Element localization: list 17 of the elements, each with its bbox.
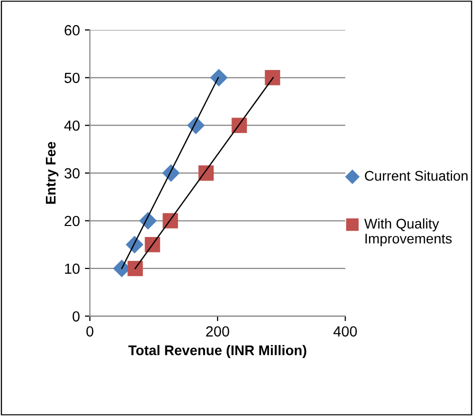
y-tick-label: 30: [64, 168, 80, 178]
x-tick-label: 200: [206, 326, 230, 337]
legend-label: Current Situation: [364, 170, 468, 181]
point: [210, 69, 228, 86]
y-tick-label: 50: [64, 72, 80, 84]
y-tick-label: 0: [72, 311, 80, 322]
y-tick-label: 20: [64, 216, 80, 226]
y-axis-title: Entry Fee: [46, 142, 58, 204]
x-axis-title: Total Revenue (INR Million): [128, 345, 306, 358]
y-tick-label: 40: [64, 120, 80, 131]
y-tick-label: 60: [64, 25, 80, 36]
y-tick-label: 10: [65, 264, 80, 274]
x-tick-label: 400: [333, 326, 357, 337]
x-tick-label: 0: [86, 326, 94, 337]
point: [264, 70, 280, 86]
point: [128, 260, 143, 276]
legend-label: With Quality Improvements: [364, 218, 452, 246]
